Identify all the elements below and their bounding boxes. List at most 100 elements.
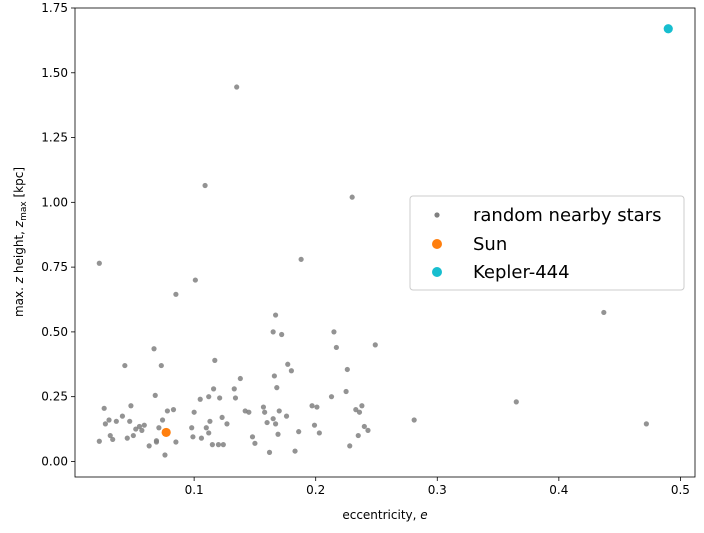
y-tick-label: 0.00: [41, 454, 68, 468]
data-point: [209, 442, 215, 448]
data-point: [206, 430, 212, 436]
data-point: [231, 386, 237, 392]
data-point: [234, 84, 240, 90]
data-point: [285, 361, 291, 367]
data-point: [355, 432, 361, 439]
data-point: [136, 423, 143, 430]
data-point: [270, 416, 276, 422]
data-point: [119, 413, 126, 419]
data-point: [643, 421, 649, 427]
y-tick-label: 1.00: [41, 195, 68, 209]
legend-marker: [432, 267, 442, 277]
data-point: [128, 403, 134, 409]
data-point: [102, 421, 108, 427]
x-axis-label: eccentricity, e: [342, 508, 427, 522]
data-point: [365, 427, 371, 433]
x-tick-label: 0.2: [306, 483, 325, 497]
data-point: [96, 438, 102, 444]
data-point: [164, 408, 170, 414]
data-point: [170, 407, 177, 413]
data-point: [106, 417, 112, 423]
data-point: [101, 405, 107, 411]
legend-box: [409, 195, 685, 291]
data-point: [133, 426, 139, 432]
data-point: [127, 418, 133, 424]
data-point: [210, 386, 217, 392]
y-tick-label: 1.25: [41, 131, 68, 145]
data-point: [173, 439, 179, 445]
data-point: [192, 277, 198, 283]
data-point: [141, 422, 147, 428]
data-point: [207, 418, 213, 424]
data-point: [197, 396, 203, 402]
data-point: [153, 438, 160, 444]
data-point: [372, 342, 378, 348]
legend-label: random nearby stars: [473, 205, 662, 226]
data-point: [601, 309, 607, 316]
data-point: [272, 421, 279, 427]
data-point: [122, 362, 128, 369]
data-point: [663, 24, 673, 34]
data-point: [232, 395, 239, 401]
data-point: [276, 408, 282, 414]
data-point: [198, 435, 205, 441]
data-point: [311, 422, 318, 428]
legend-label: Sun: [473, 234, 507, 255]
data-points: [96, 24, 673, 458]
data-point: [316, 430, 322, 436]
data-point: [151, 346, 157, 352]
data-point: [309, 403, 315, 409]
data-point: [173, 291, 179, 297]
legend-marker: [432, 239, 442, 249]
plot-frame: [74, 7, 696, 478]
data-point: [130, 432, 136, 439]
x-tick-label: 0.4: [549, 483, 568, 497]
data-point: [220, 442, 226, 448]
data-point: [411, 417, 417, 423]
data-point: [333, 344, 339, 351]
legend-label: Kepler-444: [473, 262, 570, 283]
x-tick-label: 0.5: [671, 483, 690, 497]
data-point: [190, 434, 196, 440]
data-point: [203, 425, 209, 431]
data-point: [260, 404, 267, 410]
data-point: [161, 427, 171, 438]
data-point: [298, 256, 304, 262]
data-point: [264, 419, 270, 426]
x-tick-label: 0.3: [428, 483, 447, 497]
data-point: [359, 403, 365, 409]
data-point: [189, 425, 195, 431]
data-point: [356, 409, 363, 415]
data-point: [206, 394, 212, 400]
data-point: [513, 399, 519, 405]
data-point: [215, 442, 222, 448]
data-point: [270, 329, 276, 335]
data-point: [292, 448, 298, 454]
data-point: [361, 423, 367, 430]
data-point: [279, 331, 285, 338]
data-point: [224, 421, 230, 427]
data-point: [344, 366, 350, 373]
y-tick-label: 0.25: [41, 390, 68, 404]
data-point: [331, 329, 337, 335]
y-axis-ticks: 0.00 0.25 0.50 0.75 1.00 1.25 1.50 1.75: [41, 1, 75, 468]
y-tick-label: 0.50: [41, 325, 68, 339]
data-point: [158, 362, 164, 369]
data-point: [353, 407, 359, 413]
x-axis-ticks: 0.1 0.2 0.3 0.4 0.5: [185, 477, 690, 497]
data-point: [217, 395, 223, 401]
data-point: [314, 404, 320, 410]
data-point: [219, 414, 225, 421]
data-point: [162, 452, 168, 458]
data-point: [249, 434, 256, 440]
data-point: [288, 368, 294, 374]
data-point: [274, 385, 280, 391]
data-point: [266, 449, 273, 455]
data-point: [343, 388, 349, 395]
legend-marker: [434, 212, 440, 218]
data-point: [139, 427, 145, 433]
data-point: [159, 417, 166, 423]
data-point: [146, 443, 152, 449]
data-point: [237, 375, 243, 382]
data-point: [275, 431, 281, 437]
